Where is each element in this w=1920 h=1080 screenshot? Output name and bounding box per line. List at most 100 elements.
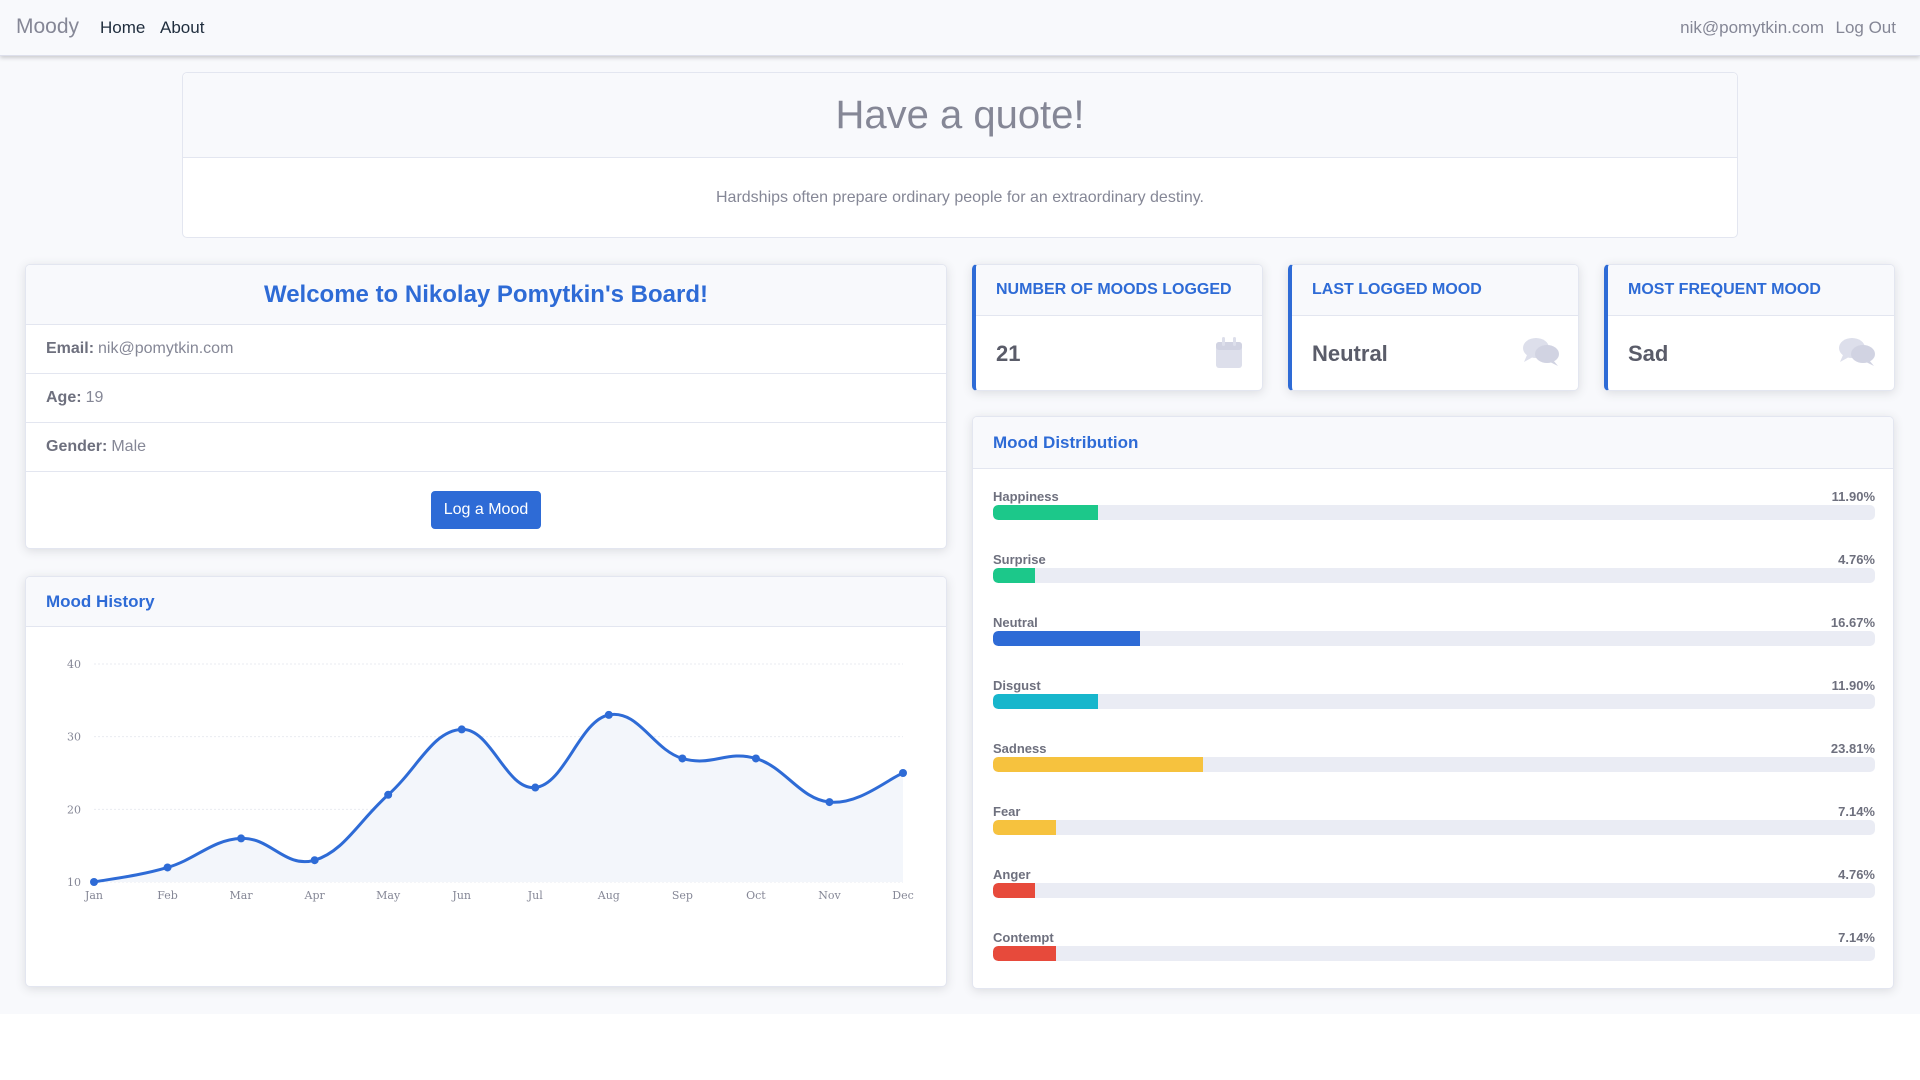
distribution-row-fear: Fear 7.14% (993, 804, 1875, 867)
distribution-label: Fear (993, 804, 1021, 819)
age-label: Age: (46, 389, 82, 406)
progress-fill (993, 946, 1056, 961)
data-point (457, 725, 466, 734)
progress-fill (993, 757, 1203, 772)
data-point (310, 856, 319, 865)
profile-card: Welcome to Nikolay Pomytkin's Board! Ema… (25, 264, 947, 549)
progress-fill (993, 631, 1141, 646)
progress-track (993, 694, 1875, 709)
x-tick-label: Aug (597, 889, 620, 902)
mood-distribution-list: Happiness 11.90% Surprise 4.76% Neutral 16.67… (993, 489, 1875, 988)
x-tick-label: Sep (672, 889, 693, 902)
stat-value: Neutral (1312, 340, 1388, 366)
profile-email-row: Email: nik@pomytkin.com (26, 325, 946, 374)
progress-track (993, 820, 1875, 835)
distribution-value: 7.14% (1838, 804, 1875, 819)
email-value: nik@pomytkin.com (98, 340, 234, 357)
y-tick-label: 20 (67, 803, 81, 816)
stat-value: 21 (996, 340, 1021, 366)
distribution-label: Neutral (993, 615, 1038, 630)
distribution-label: Anger (993, 867, 1031, 882)
age-value: 19 (85, 389, 104, 406)
stat-title: Most Frequent Mood (1608, 265, 1894, 316)
data-point (531, 783, 540, 792)
stat-value: Sad (1628, 340, 1669, 366)
x-tick-label: Jun (451, 889, 471, 902)
progress-track (993, 568, 1875, 583)
nav-about-link[interactable]: About (160, 18, 205, 37)
data-point (384, 790, 393, 799)
area-fill (94, 714, 903, 882)
brand-logo[interactable]: Moody (16, 15, 80, 38)
progress-track (993, 505, 1875, 520)
data-point (899, 769, 907, 777)
distribution-value: 11.90% (1831, 489, 1875, 504)
distribution-value: 4.76% (1838, 867, 1875, 882)
mood-history-title: Mood History (26, 577, 946, 627)
x-tick-label: May (376, 889, 401, 902)
data-point (678, 754, 687, 763)
stat-title: Last Logged Mood (1292, 265, 1578, 316)
calendar-icon (1214, 336, 1244, 376)
gender-label: Gender: (46, 438, 108, 455)
progress-fill (993, 820, 1056, 835)
distribution-row-happiness: Happiness 11.90% (993, 489, 1875, 552)
y-tick-label: 10 (67, 876, 81, 889)
distribution-label: Contempt (993, 930, 1054, 945)
data-point (604, 710, 613, 719)
stat-card-frequent-mood: Most Frequent Mood Sad (1604, 264, 1895, 391)
profile-title: Welcome to Nikolay Pomytkin's Board! (26, 265, 946, 325)
mood-history-card: Mood History 10 20 30 40 Jan Feb Mar Apr May Jun J… (25, 576, 947, 987)
data-point (825, 798, 834, 807)
nav-home-link[interactable]: Home (100, 18, 146, 37)
x-tick-label: Jan (84, 889, 103, 902)
x-tick-label: Mar (230, 889, 254, 902)
mood-distribution-card: Mood Distribution Happiness 11.90% Surpris… (972, 416, 1894, 989)
distribution-value: 7.14% (1838, 930, 1875, 945)
x-tick-label: Jul (527, 889, 543, 902)
mood-distribution-title: Mood Distribution (973, 417, 1893, 469)
distribution-label: Surprise (993, 552, 1046, 567)
comments-icon (1838, 336, 1876, 374)
x-tick-label: Oct (746, 889, 766, 902)
progress-track (993, 946, 1875, 961)
progress-track (993, 631, 1875, 646)
x-tick-label: Feb (157, 889, 178, 902)
gender-value: Male (111, 438, 147, 455)
email-label: Email: (46, 340, 95, 357)
mood-history-chart: 10 20 30 40 Jan Feb Mar Apr May Jun Jul Aug Sep Oct No… (67, 658, 914, 902)
stat-card-last-mood: Last Logged Mood Neutral (1288, 264, 1579, 391)
quote-card: Have a quote! Hardships often prepare or… (182, 72, 1738, 238)
log-mood-button[interactable]: Log a Mood (430, 491, 542, 529)
data-point (90, 878, 98, 886)
distribution-label: Sadness (993, 741, 1047, 756)
distribution-label: Disgust (993, 678, 1041, 693)
distribution-row-surprise: Surprise 4.76% (993, 552, 1875, 615)
profile-gender-row: Gender: Male (26, 423, 946, 472)
profile-actions: Log a Mood (26, 472, 946, 548)
x-tick-label: Nov (818, 889, 841, 902)
logout-link[interactable]: Log Out (1835, 18, 1897, 37)
y-tick-label: 40 (67, 658, 81, 671)
distribution-value: 16.67% (1830, 615, 1875, 630)
quote-text: Hardships often prepare ordinary people … (716, 189, 1204, 206)
progress-fill (993, 505, 1098, 520)
distribution-row-contempt: Contempt 7.14% (993, 930, 1875, 988)
progress-fill (993, 568, 1035, 583)
distribution-value: 4.76% (1838, 552, 1875, 567)
progress-fill (993, 694, 1098, 709)
user-email-link[interactable]: nik@pomytkin.com (1680, 18, 1824, 37)
stat-card-moods-logged: Number of Moods Logged 21 (972, 264, 1263, 391)
y-tick-label: 30 (67, 731, 81, 744)
stat-title: Number of Moods Logged (976, 265, 1262, 316)
progress-fill (993, 883, 1035, 898)
comments-icon (1522, 336, 1560, 374)
top-navbar: Moody Home About nik@pomytkin.com Log Ou… (0, 0, 1920, 56)
distribution-row-sadness: Sadness 23.81% (993, 741, 1875, 804)
progress-track (993, 883, 1875, 898)
progress-track (993, 757, 1875, 772)
profile-age-row: Age: 19 (26, 374, 946, 423)
data-point (163, 863, 172, 872)
quote-title: Have a quote! (183, 73, 1737, 158)
x-tick-label: Dec (892, 889, 914, 902)
